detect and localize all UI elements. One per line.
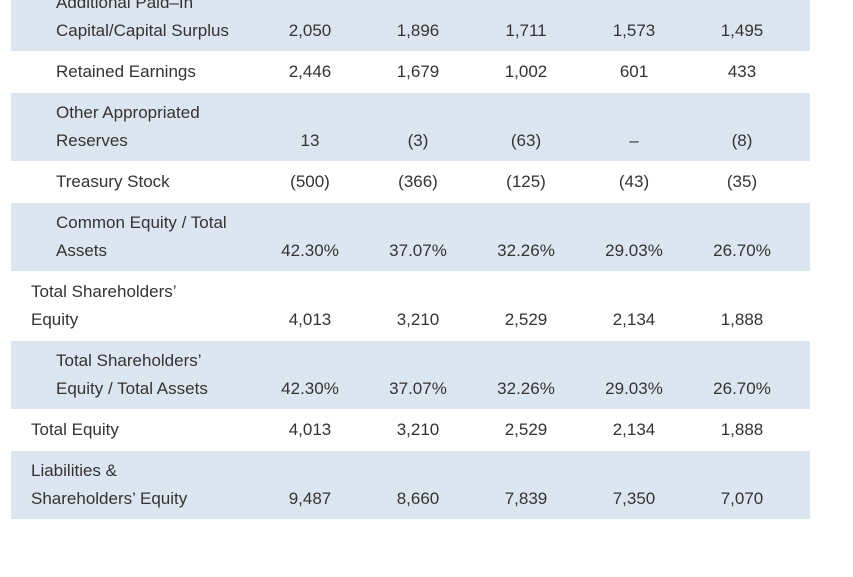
cell-value: (125) xyxy=(506,172,546,191)
row-label: Additional Paid–In Capital/Capital Surpl… xyxy=(56,0,229,40)
row-label: Common Equity / Total Assets xyxy=(56,213,227,260)
cell-value: (8) xyxy=(731,131,753,150)
cell-value: 1,896 xyxy=(396,21,440,40)
cell-value: 7,070 xyxy=(720,489,764,508)
row-label: Other Appropriated Reserves xyxy=(56,103,200,150)
cell-value: 2,050 xyxy=(288,21,332,40)
table-row: Other Appropriated Reserves 13 (3) (63) – (8) xyxy=(11,93,810,161)
cell-value: 433 xyxy=(727,62,757,81)
cell-value: 2,529 xyxy=(504,310,548,329)
cell-value: 3,210 xyxy=(396,420,440,439)
cell-value: 42.30% xyxy=(281,241,339,260)
table-row: Liabilities & Shareholders’ Equity 9,487 8… xyxy=(11,451,810,519)
cell-value: 26.70% xyxy=(713,379,771,398)
cell-value: 37.07% xyxy=(389,241,447,260)
cell-value: 601 xyxy=(619,62,649,81)
table-row: Treasury Stock (500) (366) (125) (43) (35) xyxy=(11,162,810,202)
table-row: Total Shareholders’ Equity 4,013 3,210 2,52… xyxy=(11,272,810,340)
cell-value: 26.70% xyxy=(713,241,771,260)
cell-value: (500) xyxy=(290,172,330,191)
table-row: Total Equity 4,013 3,210 2,529 2,134 1,888 xyxy=(11,410,810,450)
row-label: Total Equity xyxy=(31,420,119,439)
cell-value: 32.26% xyxy=(497,241,555,260)
cell-value: 32.26% xyxy=(497,379,555,398)
cell-value: 42.30% xyxy=(281,379,339,398)
cell-value: (63) xyxy=(510,131,542,150)
cell-value: 2,529 xyxy=(504,420,548,439)
cell-value: (366) xyxy=(398,172,438,191)
row-label: Retained Earnings xyxy=(56,62,196,81)
cell-value: 29.03% xyxy=(605,379,663,398)
table-row: Additional Paid–In Capital/Capital Surpl… xyxy=(11,0,810,51)
table: Additional Paid–In Capital/Capital Surpl… xyxy=(11,0,810,520)
cell-value: 29.03% xyxy=(605,241,663,260)
table-row: Total Shareholders’ Equity / Total Asset… xyxy=(11,341,810,409)
cell-value: 4,013 xyxy=(288,310,332,329)
row-label: Total Shareholders’ Equity / Total Asset… xyxy=(56,351,208,398)
cell-value: 8,660 xyxy=(396,489,440,508)
cell-value: 1,573 xyxy=(612,21,656,40)
cell-value: 1,888 xyxy=(720,420,764,439)
cell-value: 4,013 xyxy=(288,420,332,439)
cell-value: 2,134 xyxy=(612,420,656,439)
cell-value: 2,134 xyxy=(612,310,656,329)
cell-value: 9,487 xyxy=(288,489,332,508)
table-row: Retained Earnings 2,446 1,679 1,002 601 433 xyxy=(11,52,810,92)
cell-value: 7,839 xyxy=(504,489,548,508)
cell-value: (3) xyxy=(407,131,429,150)
row-label: Treasury Stock xyxy=(56,172,170,191)
cell-value: 1,679 xyxy=(396,62,440,81)
cell-value: 3,210 xyxy=(396,310,440,329)
cell-value: 7,350 xyxy=(612,489,656,508)
cell-value: 1,711 xyxy=(505,21,547,40)
row-label: Total Shareholders’ Equity xyxy=(31,282,176,329)
cell-value: 2,446 xyxy=(288,62,332,81)
cell-value: – xyxy=(629,131,639,150)
cell-value: (43) xyxy=(618,172,650,191)
cell-value: 1,002 xyxy=(504,62,548,81)
cell-value: (35) xyxy=(726,172,758,191)
cell-value: 1,495 xyxy=(720,21,764,40)
row-label: Liabilities & Shareholders’ Equity xyxy=(31,461,188,508)
cell-value: 1,888 xyxy=(720,310,764,329)
table-row: Common Equity / Total Assets 42.30% 37.07%… xyxy=(11,203,810,271)
cell-value: 37.07% xyxy=(389,379,447,398)
cell-value: 13 xyxy=(300,131,320,150)
